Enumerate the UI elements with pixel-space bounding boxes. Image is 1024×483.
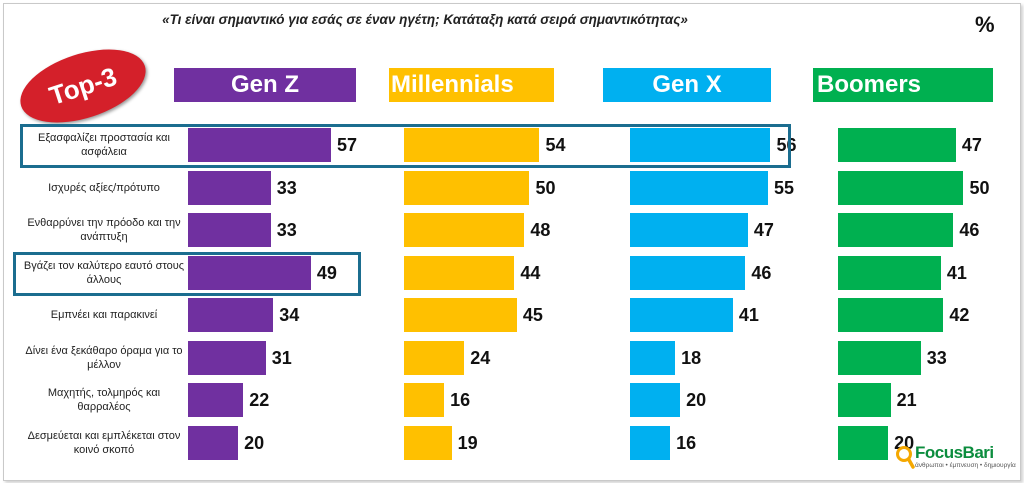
value-label-millennials: 19 <box>457 432 478 453</box>
value-label-gen-z: 34 <box>279 305 300 325</box>
bar-millennials <box>404 128 540 162</box>
value-label-gen-x: 56 <box>776 135 797 155</box>
bar-boomers <box>838 425 889 460</box>
focusbari-logo: FocusBari άνθρωποι • έμπνευση • δημιουργ… <box>895 443 1016 473</box>
value-label-millennials: 54 <box>545 135 566 155</box>
bar-gen-x <box>630 170 768 205</box>
value-label-gen-z: 33 <box>276 177 297 198</box>
bar-boomers <box>838 213 954 247</box>
value-label-boomers: 33 <box>926 347 947 368</box>
value-label-gen-x: 20 <box>686 390 707 410</box>
bar-boomers <box>838 340 921 375</box>
bar-millennials <box>404 255 515 290</box>
category-label: Εξασφαλίζει προστασία και ασφάλεια <box>38 132 170 158</box>
value-label-gen-x: 18 <box>681 347 702 368</box>
value-label-gen-z: 22 <box>249 390 270 410</box>
bar-gen-z <box>188 340 266 375</box>
series-header-millennials: Millennials <box>389 68 554 102</box>
category-label: Εμπνέει και παρακινεί <box>50 309 158 321</box>
value-label-gen-z: 20 <box>244 432 265 453</box>
bar-gen-x <box>630 255 746 290</box>
highlight-box-gen-z-row <box>13 251 361 296</box>
bar-gen-z <box>188 298 274 332</box>
category-label: Δίνει ένα ξεκάθαρο όραμα για το μέλλον <box>25 344 183 371</box>
bar-gen-x <box>630 340 676 375</box>
unit-label: % <box>975 12 995 37</box>
category-label: Ισχυρές αξίες/πρότυπο <box>48 181 160 194</box>
logo-name: FocusBari <box>915 443 994 462</box>
value-label-boomers: 20 <box>894 432 915 453</box>
bar-millennials <box>404 298 517 332</box>
value-label-gen-x: 47 <box>753 220 774 240</box>
value-label-gen-x: 55 <box>773 177 794 198</box>
value-label-boomers: 50 <box>969 177 990 198</box>
top3-badge-label: Top-3 <box>45 60 121 111</box>
value-label-millennials: 50 <box>535 177 556 198</box>
magnifier-icon <box>896 446 915 469</box>
bar-boomers <box>838 298 944 332</box>
value-label-millennials: 16 <box>450 390 471 410</box>
category-label: Βγάζει τον καλύτερο εαυτό στους άλλους <box>23 259 185 286</box>
bar-millennials <box>404 340 465 375</box>
value-label-gen-z: 33 <box>276 220 297 240</box>
bar-gen-z <box>188 213 271 247</box>
bar-boomers <box>838 170 964 205</box>
value-label-boomers: 47 <box>961 135 982 155</box>
bar-gen-x <box>630 128 771 162</box>
value-label-millennials: 44 <box>520 262 541 283</box>
series-header-boomers: Boomers <box>813 68 993 102</box>
value-label-boomers: 21 <box>896 390 917 410</box>
logo-tagline: άνθρωποι • έμπνευση • δημιουργία <box>915 462 1016 469</box>
bar-boomers <box>838 128 956 162</box>
value-label-gen-z: 49 <box>316 262 337 283</box>
bar-gen-x <box>630 213 748 247</box>
bar-gen-x <box>630 425 671 460</box>
series-header-gen-x: Gen X <box>603 68 771 102</box>
value-label-gen-z: 31 <box>271 347 292 368</box>
chart-title: «Τι είναι σημαντικό για εσάς σε έναν ηγέ… <box>162 12 688 27</box>
value-label-millennials: 48 <box>530 220 551 240</box>
bar-gen-x <box>630 298 733 332</box>
highlight-box-top-row <box>20 124 791 168</box>
value-label-gen-x: 46 <box>751 262 772 283</box>
value-label-boomers: 46 <box>959 220 980 240</box>
bar-boomers <box>838 255 941 290</box>
value-label-gen-z: 57 <box>337 135 358 155</box>
value-label-gen-x: 41 <box>738 305 759 325</box>
bar-gen-z <box>188 255 311 290</box>
bar-gen-z <box>188 425 239 460</box>
category-label: Μαχητής, τολμηρός και θαρραλέος <box>47 387 161 413</box>
bar-gen-x <box>630 383 681 417</box>
bar-gen-z <box>188 383 244 417</box>
bar-millennials <box>404 383 445 417</box>
bar-millennials <box>404 425 452 460</box>
bar-gen-z <box>188 128 331 162</box>
value-label-gen-x: 16 <box>676 432 697 453</box>
bar-gen-z <box>188 170 271 205</box>
series-header-gen-z: Gen Z <box>174 68 356 102</box>
bar-millennials <box>404 170 530 205</box>
bar-millennials <box>404 213 525 247</box>
category-label: Δεσμεύεται και εμπλέκεται στον κοινό σκο… <box>27 429 181 456</box>
value-label-boomers: 41 <box>946 262 967 283</box>
bar-boomers <box>838 383 891 417</box>
category-label: Ενθαρρύνει την πρόοδο και την ανάπτυξη <box>27 217 181 243</box>
value-label-millennials: 24 <box>470 347 491 368</box>
value-label-millennials: 45 <box>522 305 543 325</box>
value-label-boomers: 42 <box>949 305 970 325</box>
